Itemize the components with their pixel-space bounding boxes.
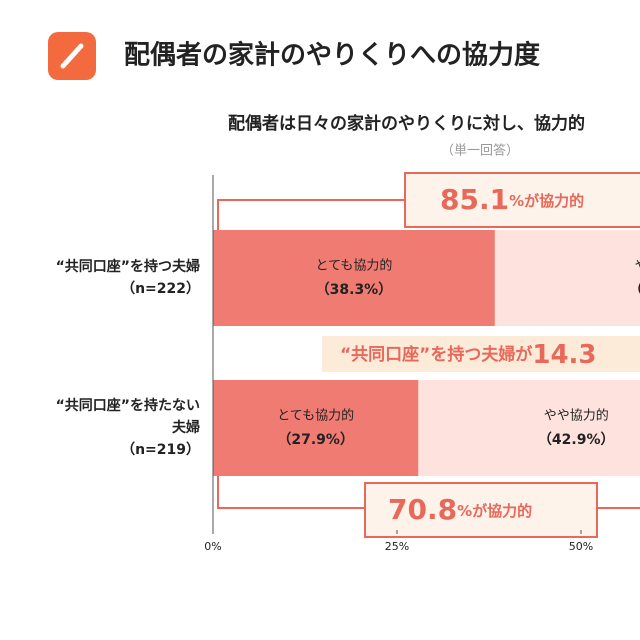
category-label: 夫婦 (172, 419, 200, 436)
x-tick-label: 0% (204, 540, 221, 553)
value-label: （42.9%） (538, 432, 615, 448)
segment-label: とても協力的 (315, 258, 392, 274)
annotation: “共同口座”を持つ夫婦が14.3 (340, 340, 597, 370)
title-icon-pencil (60, 43, 84, 69)
annotation: 85.1%が協力的 (440, 183, 584, 216)
segment-label: とても協力的 (277, 408, 354, 424)
x-tick-label: 25% (385, 540, 409, 553)
bar-segment (418, 380, 640, 476)
annotation-box (404, 172, 640, 228)
annotation-suffix: %が協力的 (457, 502, 532, 520)
annotation: 70.8%が協力的 (388, 493, 532, 526)
category-label: “共同口座”を持たない (56, 397, 200, 414)
annotation-number: 14.3 (532, 340, 596, 370)
bar-segment (213, 230, 495, 326)
chart-title: 配偶者の家計のやりくりへの協力度 (124, 40, 540, 71)
bar-segment (213, 380, 419, 476)
value-label: （38.3%） (316, 282, 393, 298)
bracket (217, 476, 640, 509)
x-tick-label: 50% (569, 540, 593, 553)
annotation-box (364, 482, 598, 538)
category-label: （n=222） (121, 281, 200, 297)
annotation-suffix: %が協力的 (509, 192, 584, 210)
chart-note: （単一回答） (441, 143, 519, 159)
chart-subtitle: 配偶者は日々の家計のやりくりに対し、協力的 (228, 113, 585, 134)
value-label: （46.8%） (629, 282, 640, 298)
bar-segment (494, 230, 640, 326)
category-label: “共同口座”を持つ夫婦 (56, 258, 200, 275)
segment-label: やや協力的 (635, 258, 640, 274)
bracket (217, 199, 405, 230)
annotation-prefix: “共同口座”を持つ夫婦が (340, 344, 532, 365)
annotation-number: 85.1 (440, 183, 509, 216)
category-label: （n=219） (121, 442, 200, 458)
annotation-number: 70.8 (388, 493, 457, 526)
segment-label: やや協力的 (544, 408, 609, 424)
value-label: （27.9%） (277, 432, 354, 448)
annotation-banner (322, 336, 640, 372)
